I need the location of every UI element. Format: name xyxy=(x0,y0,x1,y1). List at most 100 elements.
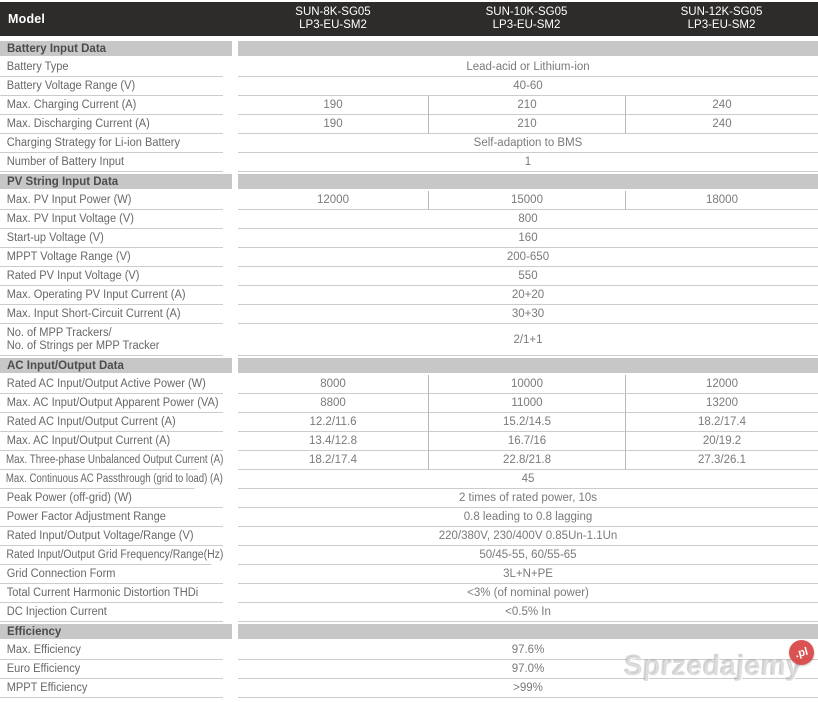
spec-row-mppt-voltage-range-v: MPPT Voltage Range (V) 200-650 xyxy=(0,248,818,267)
column-gap xyxy=(232,41,238,56)
column-gap xyxy=(232,248,238,267)
row-value: 2/1+1 xyxy=(238,324,818,356)
row-value: 12.2/11.6 xyxy=(238,413,428,432)
row-label: Euro Efficiency xyxy=(0,660,223,679)
row-label-line-1: No. of MPP Trackers/ xyxy=(6,326,112,339)
model-series: LP3-EU-SM2 xyxy=(687,19,756,31)
row-value: 27.3/26.1 xyxy=(625,451,818,470)
row-value: 550 xyxy=(238,267,818,286)
row-label: Max. Continuous AC Passthrough (grid to … xyxy=(0,470,223,489)
column-gap xyxy=(232,470,238,489)
row-label: Max. Efficiency xyxy=(0,641,223,660)
row-label: Battery Voltage Range (V) xyxy=(0,77,223,96)
row-label: MPPT Voltage Range (V) xyxy=(0,248,223,267)
row-value: 18.2/17.4 xyxy=(238,451,428,470)
row-value: 13200 xyxy=(625,394,818,413)
spec-row-max-efficiency: Max. Efficiency 97.6% xyxy=(0,641,818,660)
spec-row-max-input-short-circuit-current-a: Max. Input Short-Circuit Current (A) 30+3… xyxy=(0,305,818,324)
column-gap xyxy=(232,229,238,248)
row-value: <0.5% In xyxy=(238,603,818,622)
row-value: Self-adaption to BMS xyxy=(238,134,818,153)
spec-row-rated-input-output-grid-frequency-range-hz: Rated Input/Output Grid Frequency/Range(… xyxy=(0,546,818,565)
spec-row-euro-efficiency: Euro Efficiency 97.0% xyxy=(0,660,818,679)
row-value: 16.7/16 xyxy=(428,432,625,451)
table-header: Model SUN-8K-SG05 LP3-EU-SM2 SUN-10K-SG0… xyxy=(0,2,818,36)
row-value: >99% xyxy=(238,679,818,698)
spec-row-start-up-voltage-v: Start-up Voltage (V) 160 xyxy=(0,229,818,248)
spec-row-peak-power-off-grid-w: Peak Power (off-grid) (W) 2 times of rate… xyxy=(0,489,818,508)
column-gap xyxy=(232,358,238,373)
row-value: 0.8 leading to 0.8 lagging xyxy=(238,508,818,527)
section-title: Efficiency xyxy=(0,624,232,639)
row-value: 190 xyxy=(238,96,428,115)
row-label: Peak Power (off-grid) (W) xyxy=(0,489,223,508)
section-strip xyxy=(238,174,818,189)
row-value: 240 xyxy=(625,115,818,134)
column-gap xyxy=(232,394,238,413)
row-value: 12000 xyxy=(625,375,818,394)
spec-row-max-continuous-ac-passthrough-grid-to-load-a: Max. Continuous AC Passthrough (grid to … xyxy=(0,470,818,489)
spec-row-no-of-mpp-trackers: No. of MPP Trackers/No. of Strings per M… xyxy=(0,324,818,356)
row-value: 160 xyxy=(238,229,818,248)
spec-row-mppt-efficiency: MPPT Efficiency >99% xyxy=(0,679,818,698)
row-label: Max. PV Input Voltage (V) xyxy=(0,210,223,229)
row-label: Number of Battery Input xyxy=(0,153,223,172)
row-value: 20+20 xyxy=(238,286,818,305)
column-gap xyxy=(232,603,238,622)
section-strip xyxy=(238,41,818,56)
row-value: 12000 xyxy=(238,191,428,210)
row-label: Total Current Harmonic Distortion THDi xyxy=(0,584,223,603)
row-value: 18.2/17.4 xyxy=(625,413,818,432)
column-gap xyxy=(232,432,238,451)
row-label: Max. Charging Current (A) xyxy=(0,96,223,115)
column-gap xyxy=(232,210,238,229)
column-gap xyxy=(232,191,238,210)
column-gap xyxy=(232,413,238,432)
column-gap xyxy=(232,489,238,508)
row-label: Start-up Voltage (V) xyxy=(0,229,223,248)
row-label: DC Injection Current xyxy=(0,603,223,622)
row-label: Power Factor Adjustment Range xyxy=(0,508,223,527)
row-label: MPPT Efficiency xyxy=(0,679,223,698)
column-gap xyxy=(232,451,238,470)
column-gap xyxy=(232,267,238,286)
row-value: 1 xyxy=(238,153,818,172)
row-label: Battery Type xyxy=(0,58,223,77)
model-column-header: Model xyxy=(8,12,46,26)
spec-row-battery-type: Battery Type Lead-acid or Lithium-ion xyxy=(0,58,818,77)
column-gap xyxy=(232,324,238,356)
column-gap xyxy=(232,375,238,394)
row-value: 11000 xyxy=(428,394,625,413)
row-value: 190 xyxy=(238,115,428,134)
section-title: AC Input/Output Data xyxy=(0,358,232,373)
spec-row-max-pv-input-voltage-v: Max. PV Input Voltage (V) 800 xyxy=(0,210,818,229)
column-gap xyxy=(232,624,238,639)
section-strip xyxy=(238,624,818,639)
section-header-pv-string-input-data: PV String Input Data xyxy=(0,174,818,189)
spec-row-total-current-harmonic-distortion-thdi: Total Current Harmonic Distortion THDi <3… xyxy=(0,584,818,603)
spec-row-max-ac-input-output-current-a: Max. AC Input/Output Current (A) 13.4/12.… xyxy=(0,432,818,451)
spec-row-max-charging-current-a: Max. Charging Current (A) 190 210 240 xyxy=(0,96,818,115)
row-label: No. of MPP Trackers/No. of Strings per M… xyxy=(0,324,223,356)
row-value: 18000 xyxy=(625,191,818,210)
column-gap xyxy=(232,546,238,565)
column-gap xyxy=(232,641,238,660)
row-label: Rated AC Input/Output Active Power (W) xyxy=(0,375,223,394)
spec-row-rated-input-output-voltage-range-v: Rated Input/Output Voltage/Range (V) 220/… xyxy=(0,527,818,546)
model-name: SUN-10K-SG05 xyxy=(485,6,568,18)
spec-row-rated-pv-input-voltage-v: Rated PV Input Voltage (V) 550 xyxy=(0,267,818,286)
spec-row-rated-ac-input-output-active-power-w: Rated AC Input/Output Active Power (W) 80… xyxy=(0,375,818,394)
section-title: Battery Input Data xyxy=(0,41,232,56)
model-name: SUN-8K-SG05 xyxy=(295,6,371,18)
column-gap xyxy=(232,174,238,189)
row-value: 30+30 xyxy=(238,305,818,324)
row-value: 220/380V, 230/400V 0.85Un-1.1Un xyxy=(238,527,818,546)
row-value: 45 xyxy=(238,470,818,489)
spec-row-max-pv-input-power-w: Max. PV Input Power (W) 12000 15000 18000 xyxy=(0,191,818,210)
spec-row-max-operating-pv-input-current-a: Max. Operating PV Input Current (A) 20+20 xyxy=(0,286,818,305)
row-value: 210 xyxy=(428,115,625,134)
row-label: Max. Discharging Current (A) xyxy=(0,115,223,134)
spec-row-rated-ac-input-output-current-a: Rated AC Input/Output Current (A) 12.2/11… xyxy=(0,413,818,432)
row-label: Max. Operating PV Input Current (A) xyxy=(0,286,223,305)
row-value: 200-650 xyxy=(238,248,818,267)
